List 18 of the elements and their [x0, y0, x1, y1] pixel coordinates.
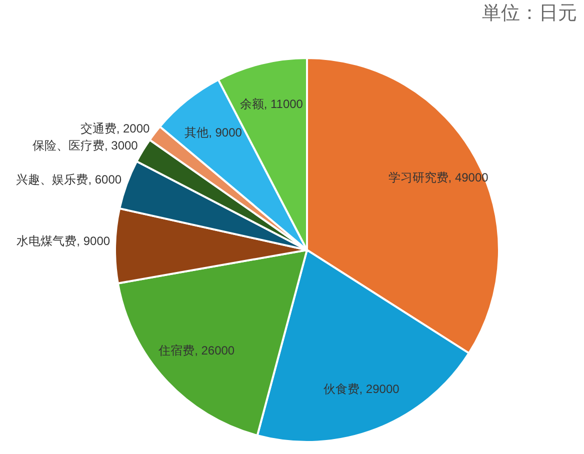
slice-label: 住宿费	[158, 343, 195, 358]
slice-label: 交通费	[80, 121, 116, 136]
data-label: , 29000	[359, 382, 400, 396]
slice-label: 兴趣、娱乐费	[16, 172, 88, 187]
slice-label: 学习研究费	[388, 170, 448, 184]
slice-label: 保险、医疗费	[32, 138, 104, 153]
slice-label: 水电煤气费	[16, 234, 77, 248]
data-label: , 2000	[116, 121, 150, 136]
data-label: , 26000	[194, 343, 235, 358]
slice-label: 余额	[240, 96, 264, 111]
slice-label: 伙食费	[323, 382, 360, 396]
chart-title: 単位：日元	[482, 3, 577, 24]
data-label: , 3000	[104, 138, 138, 153]
slice-label: 其他	[184, 126, 209, 140]
data-label: , 6000	[88, 172, 122, 187]
data-label: , 11000	[264, 96, 304, 111]
data-label: , 9000	[208, 126, 242, 140]
data-label: , 9000	[76, 234, 110, 248]
